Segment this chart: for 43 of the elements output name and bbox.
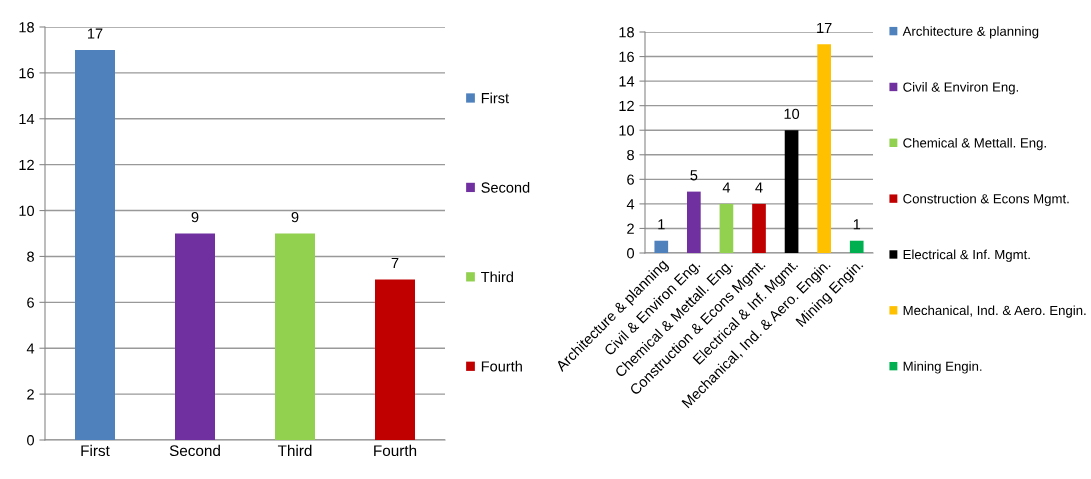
x-tick-label: Fourth — [374, 444, 417, 457]
y-tick-label: 10 — [19, 205, 35, 216]
legend-label: Construction & Econs Mgmt. — [903, 193, 1069, 207]
y-tick-label: 0 — [627, 248, 635, 259]
y-tick-label: 8 — [27, 251, 34, 262]
y-tick-label: 0 — [27, 435, 35, 446]
data-label: 9 — [291, 211, 299, 223]
y-tick-label: 4 — [626, 199, 635, 210]
y-tick-label: 6 — [27, 297, 34, 308]
data-label: 4 — [755, 182, 763, 193]
x-tick-label: Second — [169, 444, 220, 457]
legend-label: Civil & Environ Eng. — [903, 82, 1019, 95]
data-label: 1 — [658, 219, 665, 230]
x-tick-label: First — [81, 444, 110, 457]
y-tick-label: 18 — [19, 22, 34, 33]
y-tick-label: 10 — [619, 125, 635, 136]
data-label: 9 — [191, 211, 199, 223]
legend-label: Electrical & Inf. Mgmt. — [903, 249, 1030, 262]
legend-label: Chemical & Mettall. Eng. — [903, 137, 1046, 151]
x-tick-label: Third — [277, 444, 312, 457]
y-tick-label: 4 — [26, 343, 35, 354]
legend-label: Third — [481, 271, 513, 283]
y-tick-label: 16 — [619, 51, 634, 62]
data-label: 17 — [88, 28, 103, 39]
y-tick-label: 14 — [19, 114, 35, 125]
y-tick-label: 2 — [27, 389, 34, 400]
y-tick-label: 14 — [619, 76, 635, 87]
data-label: 7 — [391, 258, 399, 269]
data-label: 4 — [722, 182, 731, 193]
y-tick-label: 12 — [19, 159, 34, 170]
legend-label: Second — [481, 181, 530, 193]
y-tick-label: 12 — [619, 100, 634, 111]
y-tick-label: 8 — [627, 149, 634, 161]
data-label: 17 — [817, 22, 832, 33]
y-tick-label: 2 — [627, 223, 634, 234]
data-label: 10 — [784, 108, 800, 120]
legend-label: Architecture & planning — [902, 26, 1039, 39]
legend-label: First — [481, 92, 509, 104]
data-label: 1 — [853, 219, 861, 230]
y-tick-label: 6 — [627, 174, 634, 185]
data-label: 5 — [690, 170, 698, 181]
y-tick-label: 16 — [19, 67, 34, 79]
y-tick-label: 18 — [619, 27, 634, 38]
